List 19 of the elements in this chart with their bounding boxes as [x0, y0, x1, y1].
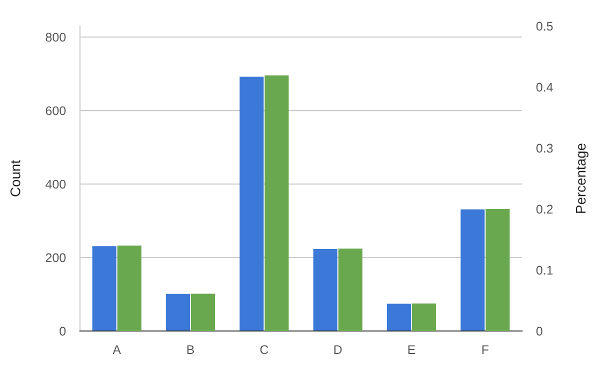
y2-axis-title: Percentage	[576, 144, 588, 213]
x-tick-label: E	[408, 345, 416, 354]
y2-tick-label: 0.1	[536, 266, 553, 275]
y-tick-label: 0	[60, 326, 66, 336]
x-tick-label: C	[260, 345, 268, 354]
y-tick-label: 400	[46, 180, 66, 189]
y-axis-title: Count	[10, 160, 20, 196]
y-tick-label: 800	[46, 32, 66, 42]
y-tick-label: 200	[46, 253, 66, 262]
x-tick-label: F	[482, 345, 488, 354]
y-tick-label: 600	[46, 106, 66, 116]
y2-tick-label: 0.4	[536, 82, 553, 92]
x-tick-label: B	[187, 345, 194, 354]
y2-tick-label: 0	[536, 326, 542, 336]
y2-tick-label: 0.2	[536, 204, 553, 214]
y2-tick-label: 0.5	[536, 22, 553, 31]
x-tick-label: D	[334, 345, 342, 354]
y2-tick-label: 0.3	[536, 144, 553, 153]
x-tick-label: A	[112, 345, 121, 354]
